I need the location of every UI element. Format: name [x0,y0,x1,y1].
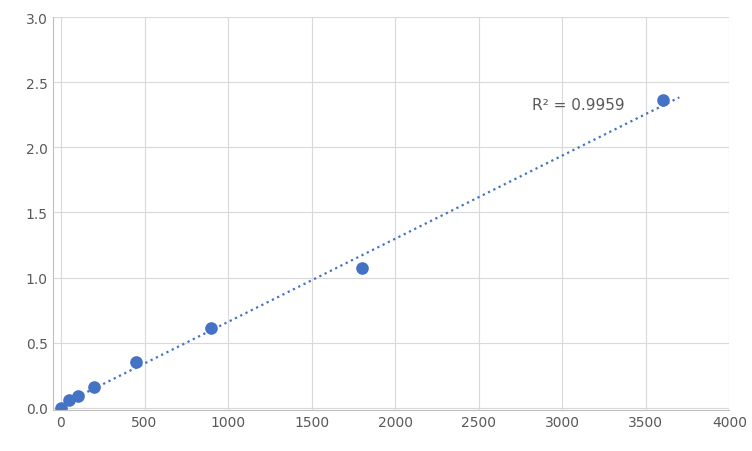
Point [205,325,217,332]
Point [656,97,669,105]
Point [55,404,67,411]
Point [71,392,83,400]
Point [63,396,75,404]
Point [130,359,142,366]
Text: R² = 0.9959: R² = 0.9959 [532,97,625,113]
Point [89,383,101,391]
Point [356,265,368,272]
